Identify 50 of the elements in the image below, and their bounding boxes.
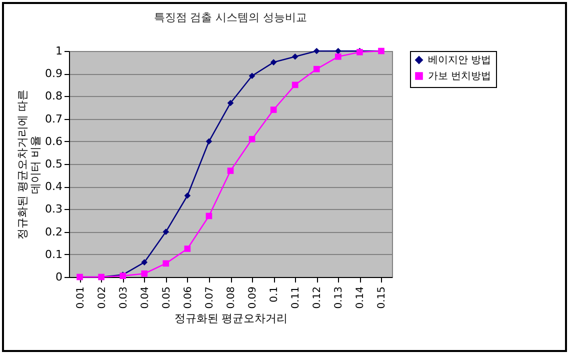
x-tick-label: 0.02	[96, 286, 108, 309]
y-tick-label: 0.5	[45, 158, 62, 170]
point	[335, 53, 342, 60]
point	[141, 259, 148, 266]
x-tick-label: 0.09	[248, 286, 259, 309]
x-tick-label: 0.12	[312, 286, 324, 309]
y-tick-label: 0.9	[45, 67, 62, 80]
chart-title: 특징점 검출 시스템의 성능비교	[154, 11, 308, 24]
x-axis-title: 정규화된 평균오차거리	[174, 312, 288, 325]
point	[270, 59, 277, 66]
y-tick-label: 0.2	[45, 225, 62, 238]
y-tick-label: 0.1	[45, 248, 62, 261]
point	[184, 192, 191, 199]
x-tick-label: 0.13	[334, 286, 345, 309]
point	[141, 270, 148, 277]
y-tick-label: 0.7	[45, 112, 62, 126]
x-tick-label: 0.14	[355, 286, 366, 309]
y-axis-title: 정규화된 평균오차거리에 따른 데이터 비율	[16, 90, 42, 240]
point	[206, 138, 212, 145]
x-tick-label: 0.08	[226, 286, 237, 309]
point	[270, 106, 277, 113]
x-tick-label: 0.03	[118, 286, 130, 309]
x-tick-label: 0.1	[269, 286, 280, 302]
point	[248, 72, 256, 80]
point	[292, 82, 298, 88]
x-tick-label: 0.05	[161, 286, 172, 309]
x-tick-label: 0.04	[140, 286, 151, 309]
y-tick-label: 0.8	[45, 90, 62, 103]
point	[313, 48, 320, 54]
x-tick-label: 0.15	[376, 286, 388, 309]
x-tick-label: 0.06	[182, 286, 194, 309]
y-tick-label: 0.6	[45, 134, 62, 148]
x-tick-label: 0.01	[75, 286, 86, 309]
point	[162, 228, 170, 235]
point	[313, 66, 320, 72]
point	[248, 136, 256, 142]
x-tick-label: 0.07	[204, 286, 216, 309]
y-tick-label: 0.4	[45, 180, 62, 194]
point	[227, 100, 234, 106]
point	[162, 260, 170, 267]
legend-label: 가보 번치방법	[428, 71, 492, 82]
y-tick-label: 0	[56, 270, 62, 284]
point	[184, 246, 191, 252]
point	[227, 168, 234, 174]
y-tick-label: 0.3	[45, 202, 62, 216]
y-tick-label: 1	[56, 44, 62, 58]
legend-label: 베이지안 방법	[428, 55, 492, 66]
point	[206, 212, 212, 220]
x-tick-label: 0.11	[290, 286, 302, 309]
point	[292, 53, 298, 60]
